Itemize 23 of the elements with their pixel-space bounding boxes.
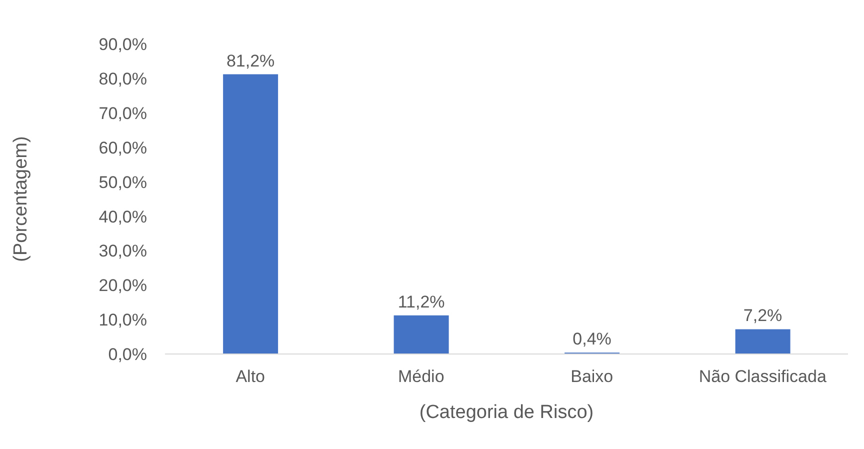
y-tick-label: 20,0% (98, 276, 147, 296)
bar (394, 315, 449, 354)
x-tick-label: Médio (398, 367, 444, 386)
bar (735, 329, 790, 354)
bar (223, 74, 278, 354)
data-label: 0,4% (572, 330, 612, 349)
y-tick-label: 40,0% (98, 207, 147, 226)
y-tick-label: 10,0% (98, 310, 147, 330)
y-tick-label: 0,0% (108, 345, 147, 364)
y-tick-label: 50,0% (98, 172, 147, 192)
data-label: 81,2% (226, 51, 275, 70)
y-axis-title: (Porcentagem) (10, 136, 32, 262)
x-axis-title: (Categoria de Risco) (419, 402, 594, 423)
x-tick-label: Baixo (570, 367, 614, 386)
y-tick-label: 80,0% (98, 69, 147, 88)
x-tick-label: Não Classificada (698, 367, 827, 386)
y-tick-label: 90,0% (98, 35, 147, 54)
data-label: 11,2% (398, 292, 445, 312)
y-tick-label: 70,0% (98, 104, 147, 123)
y-tick-label: 30,0% (98, 242, 147, 261)
y-tick-label: 60,0% (98, 138, 147, 158)
x-tick-label: Alto (236, 367, 266, 386)
data-label: 7,2% (743, 306, 782, 326)
